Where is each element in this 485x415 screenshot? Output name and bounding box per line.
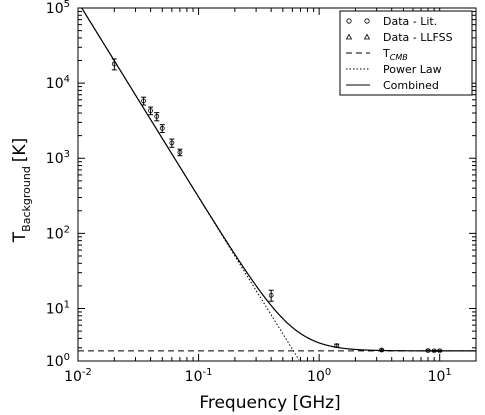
y-axis-title-sub: Background (20, 166, 33, 232)
y-tick-label: 103 (46, 149, 70, 167)
y-axis-ticks: 100 101 102 103 104 105 (46, 0, 476, 370)
legend-label: TCMB (382, 47, 408, 62)
x-tick-label: 10-1 (185, 367, 213, 385)
legend-symbol-triangle (363, 33, 371, 40)
data-point (148, 106, 154, 116)
curves (78, 8, 476, 361)
data-point (177, 148, 183, 157)
data-points (111, 58, 443, 354)
x-tick-label: 100 (307, 367, 331, 385)
legend-item: TCMB (346, 47, 408, 62)
legend-item: Combined (346, 79, 439, 92)
x-tick-label: 10-2 (64, 367, 92, 385)
data-point (159, 124, 165, 134)
legend-symbol-circle (364, 18, 370, 24)
legend-label: Data - Lit. (383, 15, 437, 28)
y-axis-title-unit: [K] (10, 138, 30, 162)
legend-item: Power Law (346, 63, 442, 76)
data-point (169, 138, 175, 148)
x-axis-title: Frequency [GHz] (199, 393, 340, 413)
data-point (437, 348, 443, 354)
y-tick-label: 100 (46, 352, 70, 370)
data-point (268, 289, 274, 302)
y-tick-label: 102 (46, 224, 70, 242)
legend-label: Power Law (383, 63, 442, 76)
y-axis-title-main: T (10, 231, 30, 243)
svg-text:TBackground[K]: TBackground [K] (10, 138, 33, 243)
data-point (425, 348, 431, 354)
x-axis-ticks: 10-2 10-1 100 101 (64, 8, 477, 385)
plot-frame (77, 7, 477, 362)
y-axis-title: TBackground [K] (10, 138, 33, 243)
plot-area (77, 7, 477, 362)
data-point (431, 348, 437, 354)
legend-label: Combined (383, 79, 439, 92)
legend-symbol-triangle (345, 33, 353, 40)
combined-line (81, 8, 476, 352)
data-point (334, 343, 340, 349)
y-tick-label: 105 (46, 0, 70, 17)
y-tick-label: 104 (46, 74, 70, 92)
legend-item: Data - LLFSS (345, 31, 453, 44)
legend-item: Data - Lit. (346, 15, 437, 28)
legend-symbol-circle (346, 18, 352, 24)
x-tick-label: 101 (428, 367, 452, 385)
y-tick-label: 101 (46, 299, 70, 317)
legend-label: Data - LLFSS (383, 31, 453, 44)
data-point (379, 347, 385, 353)
data-point (154, 112, 160, 122)
data-point (111, 58, 117, 71)
data-point (141, 96, 147, 106)
